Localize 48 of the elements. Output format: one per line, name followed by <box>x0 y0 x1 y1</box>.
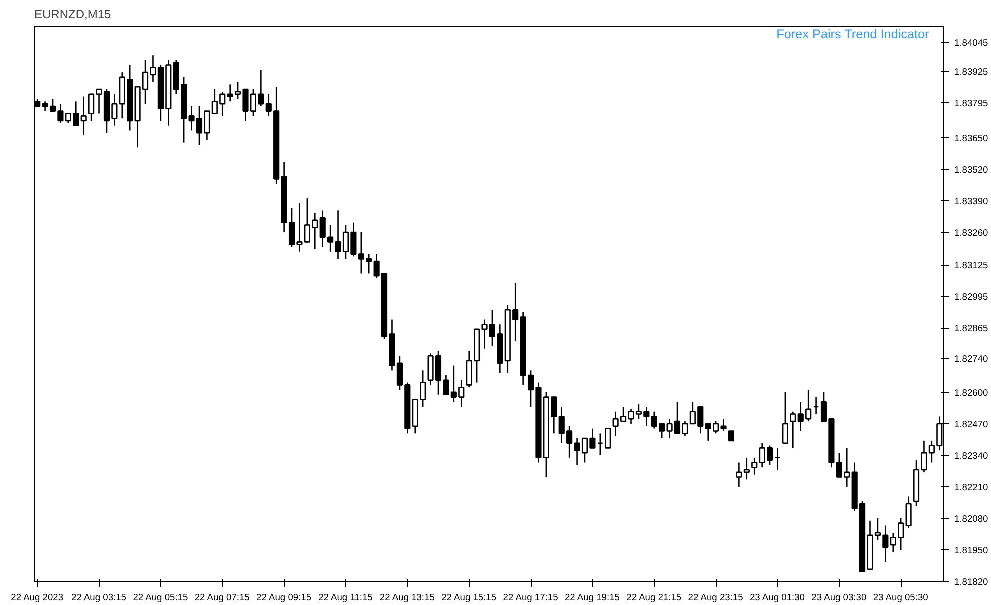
candlestick <box>906 496 912 529</box>
y-tick-label: 1.82080 <box>954 514 988 524</box>
y-tick-label: 1.82600 <box>954 388 988 398</box>
candlestick <box>728 430 735 442</box>
candlestick <box>605 428 612 449</box>
chart-title: EURNZD,M15 <box>34 8 112 22</box>
y-tick-label: 1.84045 <box>954 38 988 48</box>
x-tick-label: 22 Aug 17:15 <box>503 592 558 602</box>
candlestick <box>790 411 796 449</box>
candlestick <box>882 525 889 563</box>
x-tick-label: 22 Aug 05:15 <box>133 592 188 602</box>
x-tick-label: 22 Aug 13:15 <box>380 592 435 602</box>
y-tick-label: 1.81950 <box>954 545 988 556</box>
candlestick <box>736 462 742 488</box>
annotation: Forex Pairs Trend Indicator <box>776 28 930 42</box>
x-tick-label: 23 Aug 01:30 <box>750 592 805 602</box>
x-tick-label: 22 Aug 07:15 <box>194 592 250 602</box>
y-tick-label: 1.83795 <box>954 98 988 108</box>
x-tick-label: 22 Aug 19:15 <box>564 592 620 602</box>
y-tick-label: 1.83390 <box>954 196 988 206</box>
candlestick <box>752 457 758 476</box>
y-tick-label: 1.82210 <box>954 482 988 492</box>
y-tick-label: 1.83260 <box>954 228 988 238</box>
y-tick-label: 1.82340 <box>954 450 988 461</box>
x-tick-label: 23 Aug 03:30 <box>812 592 867 602</box>
y-tick-label: 1.82740 <box>954 354 988 364</box>
y-tick-label: 1.83925 <box>954 66 988 77</box>
x-tick-label: 22 Aug 09:15 <box>256 592 312 602</box>
x-tick-label: 22 Aug 11:15 <box>318 592 373 602</box>
candlestick <box>597 433 604 456</box>
y-tick-label: 1.83650 <box>954 133 988 144</box>
y-tick-label: 1.83125 <box>954 260 988 271</box>
y-tick-label: 1.82470 <box>954 419 988 430</box>
x-tick-label: 22 Aug 03:15 <box>72 592 127 602</box>
x-tick-label: 23 Aug 05:30 <box>873 592 928 602</box>
y-tick-label: 1.83520 <box>954 164 988 175</box>
y-tick-label: 1.82995 <box>954 292 988 302</box>
candlestick <box>774 448 781 471</box>
y-tick-label: 1.82865 <box>954 324 988 334</box>
x-tick-label: 22 Aug 15:15 <box>442 592 497 602</box>
candlestick <box>744 457 750 480</box>
x-tick-label: 22 Aug 23:15 <box>688 592 744 602</box>
candlestick <box>782 392 788 444</box>
x-tick-label: 22 Aug 21:15 <box>626 592 682 602</box>
x-tick-label: 22 Aug 2023 <box>11 592 64 602</box>
y-tick-label: 1.81820 <box>954 577 988 587</box>
candlestick <box>80 96 87 136</box>
candlestick <box>813 396 820 415</box>
